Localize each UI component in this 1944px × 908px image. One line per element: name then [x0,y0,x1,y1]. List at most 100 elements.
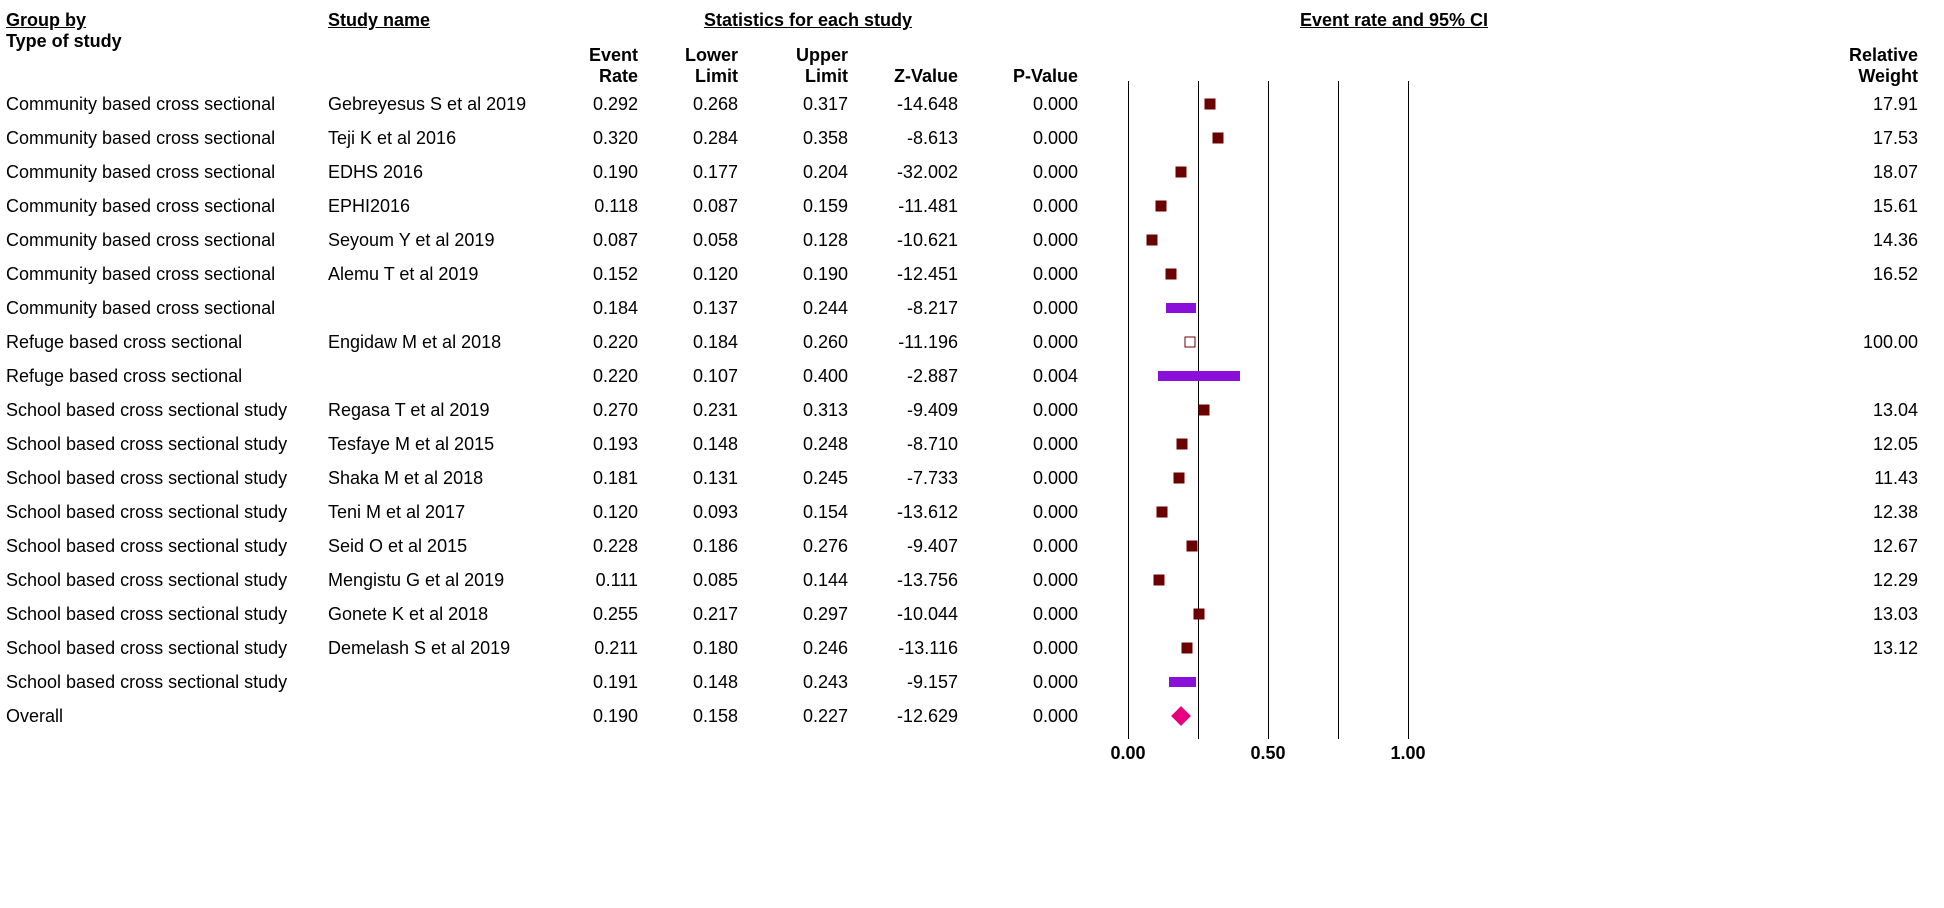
cell-study: Demelash S et al 2019 [328,638,538,659]
cell-z: -7.733 [848,468,958,489]
table-row: School based cross sectional studyTesfay… [6,427,1938,461]
cell-study: Seyoum Y et al 2019 [328,230,538,251]
cell-z: -13.612 [848,502,958,523]
hdr-study-name: Study name [328,10,538,31]
hdr-relative-weight: Relative Weight [1408,45,1938,87]
cell-p: 0.000 [958,434,1078,455]
cell-lower: 0.186 [638,536,738,557]
cell-event-rate: 0.255 [538,604,638,625]
cell-upper: 0.260 [738,332,848,353]
cell-event-rate: 0.211 [538,638,638,659]
cell-p: 0.000 [958,502,1078,523]
cell-lower: 0.268 [638,94,738,115]
cell-event-rate: 0.270 [538,400,638,421]
cell-lower: 0.085 [638,570,738,591]
table-row: Community based cross sectionalEPHI20160… [6,189,1938,223]
cell-upper: 0.204 [738,162,848,183]
cell-relative-weight: 15.61 [1408,196,1938,217]
cell-event-rate: 0.220 [538,332,638,353]
plot-gridline [1198,693,1199,739]
cell-relative-weight: 12.05 [1408,434,1938,455]
cell-group: School based cross sectional study [6,604,328,625]
cell-event-rate: 0.220 [538,366,638,387]
cell-relative-weight: 16.52 [1408,264,1938,285]
cell-study: EPHI2016 [328,196,538,217]
cell-z: -9.157 [848,672,958,693]
cell-z: -32.002 [848,162,958,183]
study-marker [1173,473,1184,484]
cell-event-rate: 0.118 [538,196,638,217]
study-marker [1177,439,1188,450]
study-marker [1165,269,1176,280]
hdr-ci-title: Event rate and 95% CI [1124,10,1664,31]
hdr-lower: Lower Limit [638,45,738,87]
cell-p: 0.000 [958,638,1078,659]
plot-cell [1128,699,1408,733]
plot-gridline [1268,693,1269,739]
cell-p: 0.000 [958,298,1078,319]
cell-upper: 0.313 [738,400,848,421]
cell-group: Refuge based cross sectional [6,366,328,387]
study-marker [1156,201,1167,212]
cell-group: Refuge based cross sectional [6,332,328,353]
cell-relative-weight: 12.29 [1408,570,1938,591]
cell-upper: 0.246 [738,638,848,659]
cell-p: 0.000 [958,196,1078,217]
axis-tick-label: 0.00 [1110,743,1145,764]
cell-upper: 0.317 [738,94,848,115]
cell-p: 0.000 [958,706,1078,727]
cell-event-rate: 0.228 [538,536,638,557]
forest-plot: Group by Study name Statistics for each … [6,10,1938,767]
study-marker [1147,235,1158,246]
study-marker [1156,507,1167,518]
cell-study: Alemu T et al 2019 [328,264,538,285]
cell-relative-weight: 13.03 [1408,604,1938,625]
study-marker [1198,405,1209,416]
cell-upper: 0.244 [738,298,848,319]
hdr-upper: Upper Limit [738,45,848,87]
table-row: School based cross sectional studyMengis… [6,563,1938,597]
cell-study: Shaka M et al 2018 [328,468,538,489]
overall-diamond [1171,706,1191,726]
cell-p: 0.000 [958,264,1078,285]
table-row: Community based cross sectionalSeyoum Y … [6,223,1938,257]
cell-relative-weight: 12.38 [1408,502,1938,523]
cell-event-rate: 0.190 [538,706,638,727]
hdr-z: Z-Value [848,66,958,87]
table-row: School based cross sectional studyGonete… [6,597,1938,631]
table-row: Refuge based cross sectionalEngidaw M et… [6,325,1938,359]
cell-study: EDHS 2016 [328,162,538,183]
cell-study: Mengistu G et al 2019 [328,570,538,591]
table-row: School based cross sectional study0.1910… [6,665,1938,699]
table-row: Community based cross sectional0.1840.13… [6,291,1938,325]
cell-p: 0.000 [958,672,1078,693]
study-marker [1194,609,1205,620]
cell-upper: 0.245 [738,468,848,489]
cell-study: Teji K et al 2016 [328,128,538,149]
cell-group: Community based cross sectional [6,94,328,115]
cell-group: School based cross sectional study [6,502,328,523]
cell-upper: 0.159 [738,196,848,217]
cell-lower: 0.184 [638,332,738,353]
cell-group: Community based cross sectional [6,230,328,251]
cell-lower: 0.131 [638,468,738,489]
subtotal-bar [1158,371,1240,381]
cell-lower: 0.058 [638,230,738,251]
cell-group: School based cross sectional study [6,468,328,489]
cell-event-rate: 0.152 [538,264,638,285]
cell-event-rate: 0.120 [538,502,638,523]
cell-upper: 0.128 [738,230,848,251]
cell-lower: 0.158 [638,706,738,727]
cell-z: -10.044 [848,604,958,625]
cell-group: Community based cross sectional [6,298,328,319]
study-marker [1182,643,1193,654]
cell-p: 0.000 [958,570,1078,591]
cell-z: -14.648 [848,94,958,115]
header-row-2: Type of study Event Rate Lower Limit Upp… [6,31,1938,87]
study-marker [1186,541,1197,552]
cell-relative-weight: 11.43 [1408,468,1938,489]
cell-upper: 0.227 [738,706,848,727]
cell-z: -13.116 [848,638,958,659]
cell-p: 0.000 [958,230,1078,251]
plot-gridline [1338,693,1339,739]
